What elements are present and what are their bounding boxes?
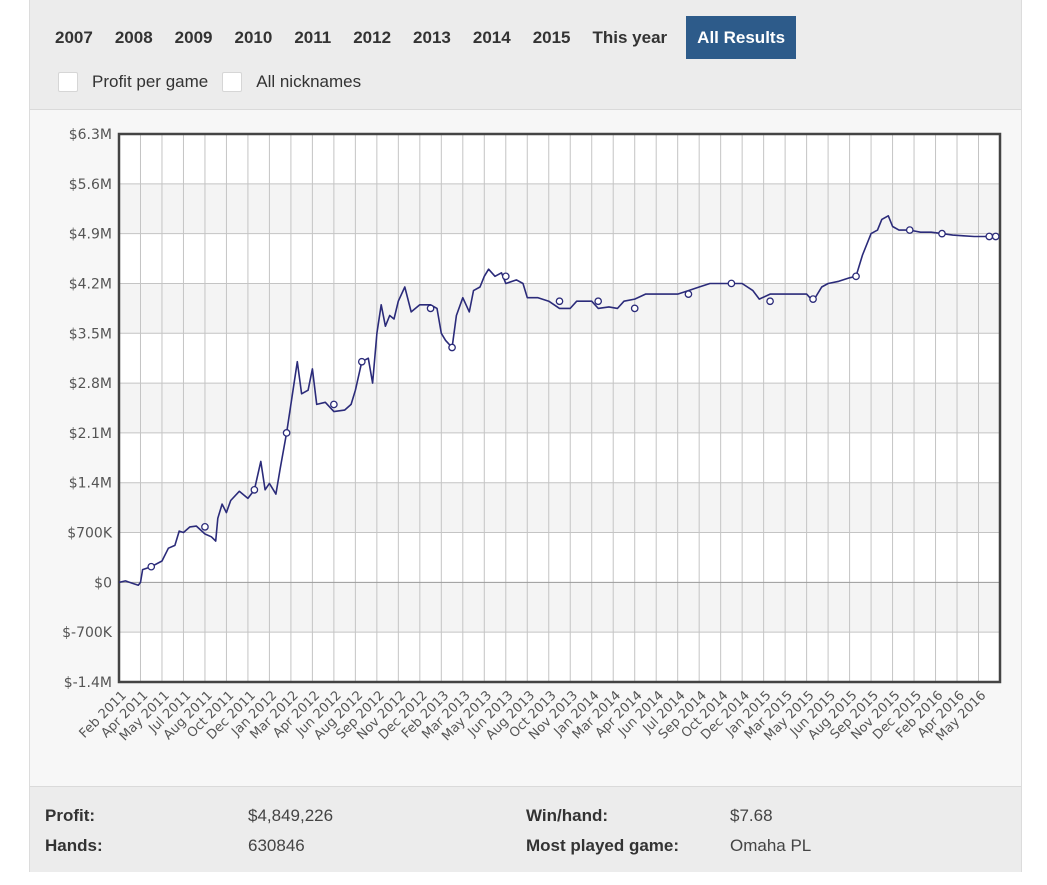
data-point-marker (201, 523, 209, 531)
y-tick-label: $700K (67, 526, 113, 542)
data-point-marker (330, 400, 338, 409)
data-point-marker (282, 429, 291, 437)
data-point-marker (426, 304, 435, 313)
profit-series-line (118, 215, 996, 587)
filter-bar: 2007 2008 2009 2010 2011 2012 2013 2014 2015 This… (30, 0, 1021, 110)
hands-value: 630846 (248, 836, 305, 855)
data-point-marker (938, 229, 946, 238)
results-panel: 2007 2008 2009 2010 2011 2012 2013 2014 2015 This… (29, 0, 1022, 872)
checkbox-label: All nicknames (256, 72, 362, 91)
tab-2015[interactable]: 2015 (532, 28, 571, 47)
data-point-marker (852, 272, 860, 281)
data-point-marker (809, 295, 817, 303)
data-point-marker (147, 562, 156, 571)
hands-label: Hands: (45, 836, 103, 855)
checkbox-box[interactable] (58, 72, 78, 92)
y-tick-label: $3.5M (69, 326, 112, 342)
most-played-game-label: Most played game: (526, 836, 680, 855)
win-per-hand-label: Win/hand: (526, 806, 608, 825)
y-tick-label: $1.4M (69, 476, 112, 492)
tab-2011[interactable]: 2011 (294, 28, 332, 47)
plot-band (119, 482, 1000, 533)
stats-footer: Profit: $4,849,226 Hands: 630846 Win/han… (30, 786, 1021, 872)
data-point-marker (684, 290, 693, 298)
tab-2007[interactable]: 2007 (55, 28, 93, 47)
data-point-marker (594, 297, 603, 306)
y-tick-label: $-1.4M (64, 675, 112, 691)
win-per-hand-value: $7.68 (730, 806, 773, 825)
tab-all-results[interactable]: All Results (686, 16, 797, 59)
tab-2012[interactable]: 2012 (353, 28, 392, 47)
plot-border (117, 132, 1002, 684)
tab-2014[interactable]: 2014 (472, 28, 511, 47)
tab-this-year[interactable]: This year (592, 28, 668, 47)
data-point-marker (357, 357, 366, 366)
data-point-marker (555, 297, 564, 306)
plot-band (119, 582, 1000, 633)
tab-2009[interactable]: 2009 (174, 28, 213, 47)
tab-2008[interactable]: 2008 (114, 28, 153, 47)
tab-2013[interactable]: 2013 (413, 28, 451, 47)
y-tick-label: $4.9M (69, 227, 112, 243)
y-tick-label: $4.2M (69, 276, 112, 292)
profit-chart: $6.3M $5.6M $4.9M $4.2M $3.5M $2.8M $2.1M $1.4M… (62, 127, 1002, 744)
data-point-marker (448, 343, 456, 352)
profit-label: Profit: (45, 806, 96, 825)
y-tick-label: $-700K (62, 625, 113, 641)
data-point-marker (766, 297, 774, 306)
plot-band (119, 383, 1000, 433)
data-point-marker (905, 226, 914, 234)
data-point-marker (630, 304, 639, 313)
plot-band (119, 183, 1000, 234)
y-tick-label: $2.1M (69, 426, 112, 442)
data-point-marker (727, 279, 736, 288)
checkbox-box[interactable] (222, 72, 243, 92)
all-nicknames-checkbox[interactable]: All nicknames (222, 72, 361, 92)
checkbox-label: Profit per game (92, 72, 209, 91)
data-point-marker (250, 485, 259, 494)
data-point-marker (985, 232, 994, 241)
y-tick-label: $5.6M (69, 177, 112, 193)
profit-chart-area: $6.3M $5.6M $4.9M $4.2M $3.5M $2.8M $2.1M $1.4M… (30, 110, 1021, 785)
tab-2010[interactable]: 2010 (234, 28, 273, 47)
y-tick-label: $6.3M (69, 127, 112, 143)
data-point-marker (501, 272, 510, 281)
most-played-game-value: Omaha PL (730, 836, 812, 855)
y-tick-label: $2.8M (69, 376, 112, 392)
year-tabs: 2007 2008 2009 2010 2011 2012 2013 2014 2015 This… (44, 16, 797, 59)
profit-per-game-checkbox[interactable]: Profit per game (58, 72, 208, 92)
profit-value: $4,849,226 (248, 806, 334, 825)
y-tick-label: $0 (94, 575, 112, 591)
options-row: Profit per game All nicknames (58, 72, 375, 92)
data-point-marker (991, 232, 1000, 241)
